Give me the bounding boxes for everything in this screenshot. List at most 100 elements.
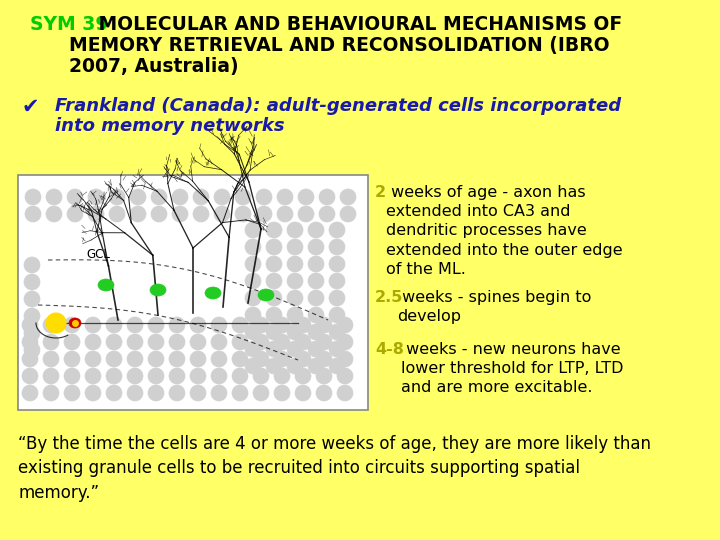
Circle shape: [43, 351, 59, 367]
Circle shape: [329, 341, 345, 357]
Circle shape: [169, 368, 185, 384]
Circle shape: [329, 273, 345, 289]
Circle shape: [277, 206, 293, 222]
Circle shape: [266, 273, 282, 289]
Text: 4-8: 4-8: [375, 342, 404, 357]
Circle shape: [295, 385, 311, 401]
Circle shape: [308, 239, 324, 255]
Circle shape: [24, 342, 40, 358]
Ellipse shape: [69, 318, 81, 328]
Circle shape: [64, 317, 80, 333]
Circle shape: [190, 385, 206, 401]
Circle shape: [22, 368, 38, 384]
Circle shape: [245, 324, 261, 340]
Circle shape: [67, 206, 83, 222]
Circle shape: [235, 206, 251, 222]
Circle shape: [329, 307, 345, 323]
Text: 2007, Australia): 2007, Australia): [30, 57, 238, 76]
Circle shape: [329, 256, 345, 272]
Circle shape: [295, 317, 311, 333]
Circle shape: [308, 324, 324, 340]
Circle shape: [169, 334, 185, 350]
Circle shape: [266, 358, 282, 374]
Circle shape: [24, 325, 40, 341]
Circle shape: [24, 274, 40, 290]
Circle shape: [127, 385, 143, 401]
Circle shape: [253, 368, 269, 384]
Text: ✔: ✔: [22, 97, 40, 117]
Circle shape: [308, 290, 324, 306]
Circle shape: [106, 317, 122, 333]
Circle shape: [88, 206, 104, 222]
Circle shape: [172, 206, 188, 222]
Circle shape: [22, 385, 38, 401]
Circle shape: [245, 307, 261, 323]
Ellipse shape: [205, 287, 221, 299]
Circle shape: [148, 334, 164, 350]
Circle shape: [64, 351, 80, 367]
Circle shape: [337, 368, 353, 384]
Circle shape: [316, 385, 332, 401]
Text: 2: 2: [375, 185, 386, 200]
Circle shape: [22, 351, 38, 367]
Circle shape: [211, 334, 227, 350]
Text: Frankland (Canada): adult-generated cells incorporated: Frankland (Canada): adult-generated cell…: [55, 97, 621, 115]
Circle shape: [277, 189, 293, 205]
Circle shape: [22, 317, 38, 333]
Circle shape: [245, 290, 261, 306]
Circle shape: [266, 341, 282, 357]
Circle shape: [148, 385, 164, 401]
Circle shape: [266, 239, 282, 255]
Circle shape: [148, 351, 164, 367]
Circle shape: [43, 368, 59, 384]
Circle shape: [85, 351, 101, 367]
Circle shape: [43, 334, 59, 350]
Circle shape: [46, 189, 62, 205]
Circle shape: [287, 358, 303, 374]
Text: “By the time the cells are 4 or more weeks of age, they are more likely than
exi: “By the time the cells are 4 or more wee…: [18, 435, 651, 502]
Ellipse shape: [258, 289, 274, 301]
Text: MOLECULAR AND BEHAVIOURAL MECHANISMS OF: MOLECULAR AND BEHAVIOURAL MECHANISMS OF: [92, 15, 622, 34]
Circle shape: [232, 317, 248, 333]
Circle shape: [245, 273, 261, 289]
Circle shape: [109, 189, 125, 205]
Circle shape: [43, 385, 59, 401]
Circle shape: [308, 307, 324, 323]
Circle shape: [274, 334, 290, 350]
Circle shape: [148, 317, 164, 333]
Circle shape: [287, 324, 303, 340]
Circle shape: [308, 256, 324, 272]
Circle shape: [24, 257, 40, 273]
Circle shape: [232, 351, 248, 367]
Circle shape: [316, 334, 332, 350]
Circle shape: [43, 317, 59, 333]
Circle shape: [64, 334, 80, 350]
Circle shape: [172, 189, 188, 205]
Circle shape: [256, 206, 272, 222]
Circle shape: [266, 222, 282, 238]
Circle shape: [148, 368, 164, 384]
Circle shape: [298, 189, 314, 205]
Circle shape: [232, 334, 248, 350]
Text: weeks - new neurons have
lower threshold for LTP, LTD
and are more excitable.: weeks - new neurons have lower threshold…: [401, 342, 624, 395]
Circle shape: [193, 189, 209, 205]
Circle shape: [214, 206, 230, 222]
Circle shape: [211, 351, 227, 367]
Circle shape: [25, 189, 41, 205]
Circle shape: [190, 317, 206, 333]
Circle shape: [211, 317, 227, 333]
Circle shape: [337, 385, 353, 401]
FancyBboxPatch shape: [18, 175, 368, 410]
Circle shape: [214, 189, 230, 205]
Circle shape: [340, 206, 356, 222]
Circle shape: [329, 290, 345, 306]
Circle shape: [85, 334, 101, 350]
Circle shape: [235, 189, 251, 205]
Circle shape: [256, 189, 272, 205]
Circle shape: [46, 313, 66, 333]
Circle shape: [329, 358, 345, 374]
Circle shape: [127, 334, 143, 350]
Circle shape: [245, 256, 261, 272]
Circle shape: [266, 290, 282, 306]
Circle shape: [106, 351, 122, 367]
